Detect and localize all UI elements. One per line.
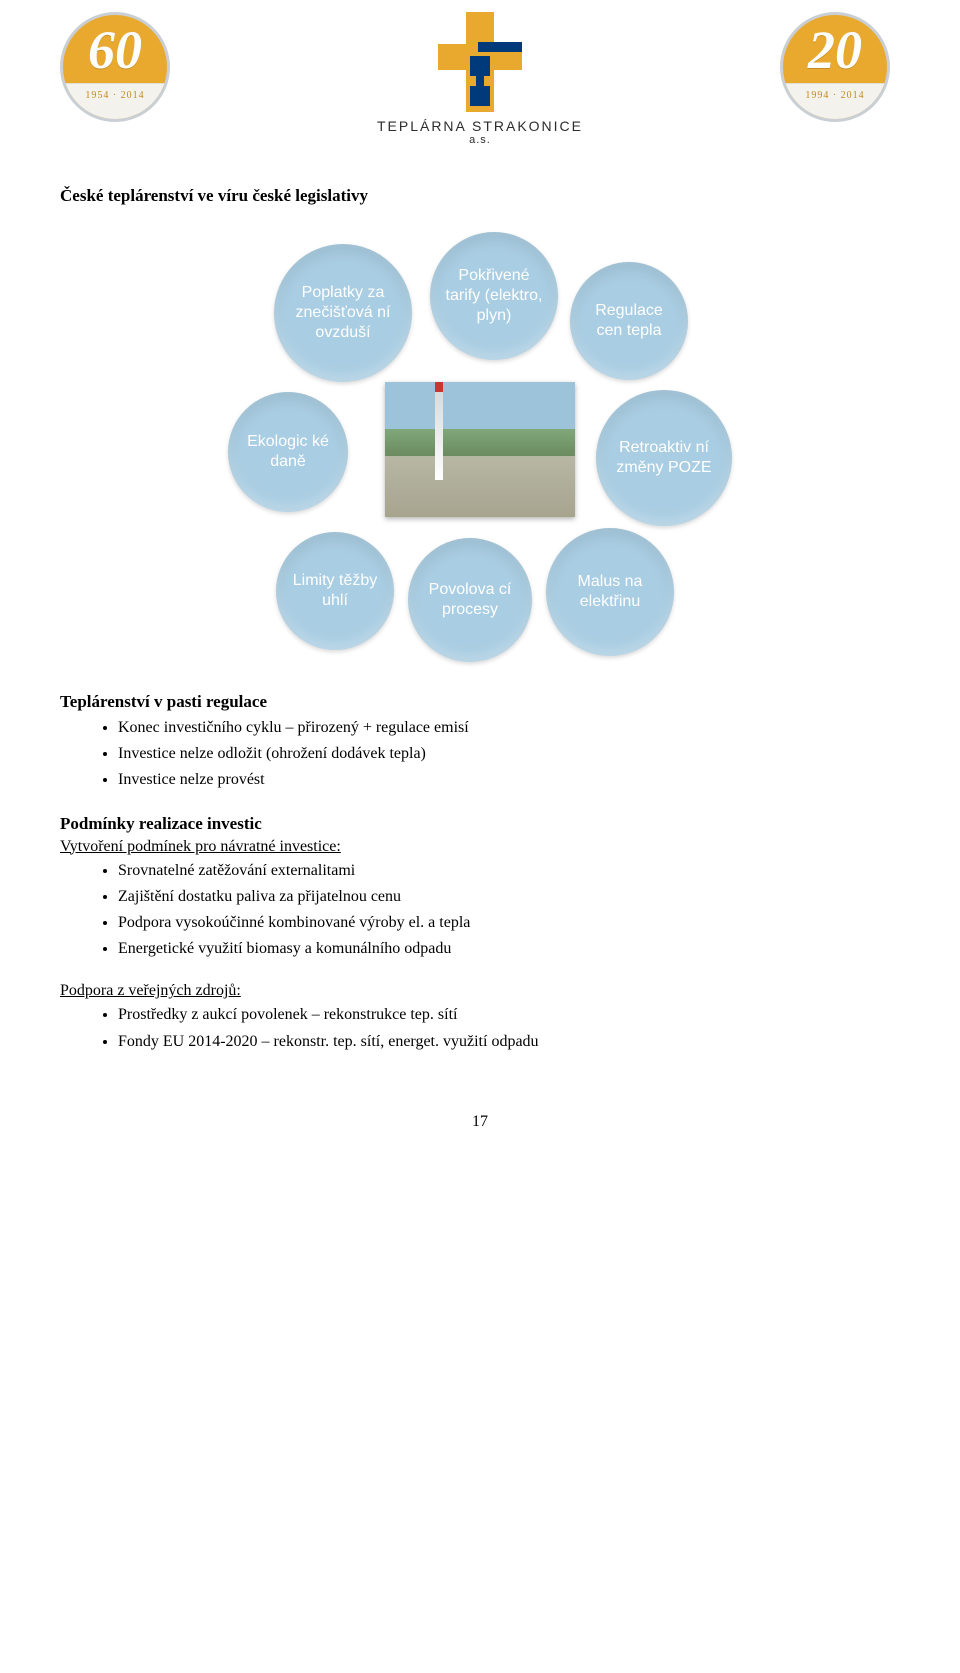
company-subtitle: a.s. bbox=[330, 134, 630, 146]
section3-subheading: Podpora z veřejných zdrojů: bbox=[60, 982, 900, 1000]
diagram-center-photo bbox=[385, 382, 575, 517]
section2-list: Srovnatelné zatěžování externalitami Zaj… bbox=[118, 859, 900, 961]
section1-list: Konec investičního cyklu – přirozený + r… bbox=[118, 716, 900, 792]
diagram-bubble: Retroaktiv ní změny POZE bbox=[596, 390, 732, 526]
diagram-bubble: Regulace cen tepla bbox=[570, 262, 688, 380]
page-header: 60 1954 · 2014 TEPLÁRNA STRAKONICE a.s. … bbox=[60, 12, 900, 146]
anniversary-badge-60: 60 1954 · 2014 bbox=[60, 12, 180, 132]
badge-60-years: 1954 · 2014 bbox=[63, 83, 167, 119]
diagram-bubble: Povolova cí procesy bbox=[408, 538, 532, 662]
page-title: České teplárenství ve víru české legisla… bbox=[60, 186, 900, 206]
list-item: Investice nelze provést bbox=[118, 768, 900, 791]
diagram-bubble: Malus na elektřinu bbox=[546, 528, 674, 656]
list-item: Prostředky z aukcí povolenek – rekonstru… bbox=[118, 1003, 900, 1026]
diagram-bubble: Ekologic ké daně bbox=[228, 392, 348, 512]
badge-60-number: 60 bbox=[63, 23, 167, 77]
list-item: Srovnatelné zatěžování externalitami bbox=[118, 859, 900, 882]
list-item: Energetické využití biomasy a komunálníh… bbox=[118, 937, 900, 960]
list-item: Zajištění dostatku paliva za přijatelnou… bbox=[118, 885, 900, 908]
diagram-bubble: Pokřivené tarify (elektro, plyn) bbox=[430, 232, 558, 360]
section2-heading: Podmínky realizace investic bbox=[60, 814, 900, 834]
section3-list: Prostředky z aukcí povolenek – rekonstru… bbox=[118, 1003, 900, 1052]
list-item: Konec investičního cyklu – přirozený + r… bbox=[118, 716, 900, 739]
list-item: Podpora vysokoúčinné kombinované výroby … bbox=[118, 911, 900, 934]
badge-20-number: 20 bbox=[783, 23, 887, 77]
list-item: Fondy EU 2014-2020 – rekonstr. tep. sítí… bbox=[118, 1030, 900, 1053]
company-logo-block: TEPLÁRNA STRAKONICE a.s. bbox=[330, 12, 630, 146]
page-number: 17 bbox=[60, 1113, 900, 1131]
section2-subheading: Vytvoření podmínek pro návratné investic… bbox=[60, 838, 900, 856]
badge-20-years: 1994 · 2014 bbox=[783, 83, 887, 119]
list-item: Investice nelze odložit (ohrožení dodáve… bbox=[118, 742, 900, 765]
section1-heading: Teplárenství v pasti regulace bbox=[60, 692, 900, 712]
company-name: TEPLÁRNA STRAKONICE bbox=[330, 118, 630, 134]
anniversary-badge-20: 20 1994 · 2014 bbox=[780, 12, 900, 132]
diagram-bubble: Limity těžby uhlí bbox=[276, 532, 394, 650]
ts-logo-icon bbox=[430, 12, 530, 112]
diagram-bubble: Poplatky za znečišťová ní ovzduší bbox=[274, 244, 412, 382]
legislation-diagram: Poplatky za znečišťová ní ovzdušíPokřive… bbox=[180, 232, 780, 662]
